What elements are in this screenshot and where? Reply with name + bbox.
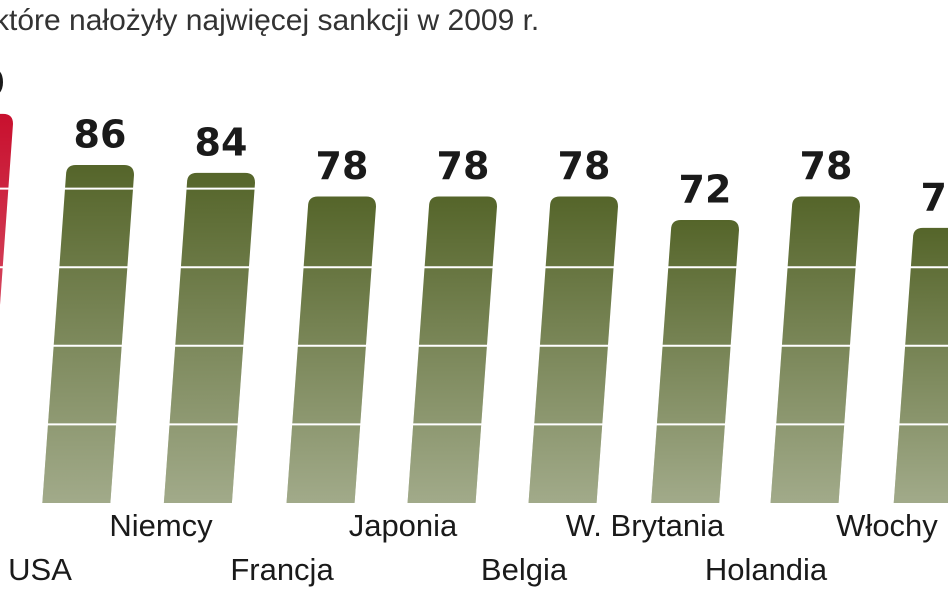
bar-shade	[407, 196, 497, 503]
value-label: 86	[74, 113, 127, 157]
value-label: 78	[558, 144, 611, 188]
x-tick-label: Belgia	[481, 552, 568, 587]
bar-shade	[893, 227, 948, 503]
value-label: 72	[679, 168, 732, 212]
bar-shade	[163, 172, 255, 503]
value-label: 78	[316, 144, 369, 188]
bar-shade	[286, 196, 376, 503]
labels: 99 86 USA 84 Niemcy 78 Francja 78 Japonia 78 Belgi…	[0, 61, 948, 587]
value-label: 78	[800, 144, 853, 188]
chart-title: które nałożyły najwięcej sankcji w 2009 …	[0, 4, 539, 37]
bar-shade	[0, 113, 13, 305]
x-tick-label: W. Brytania	[566, 508, 725, 543]
x-tick-label: Włochy	[836, 508, 938, 543]
value-label: 84	[195, 120, 248, 164]
value-label: 70	[921, 175, 948, 219]
bar-shade	[42, 165, 134, 503]
value-label: 78	[437, 144, 490, 188]
bars	[0, 113, 948, 504]
bar-shade	[528, 196, 618, 503]
bar-shade	[770, 196, 860, 503]
x-tick-label: Holandia	[705, 552, 828, 587]
grid	[0, 187, 948, 426]
x-tick-label: Francja	[230, 552, 334, 587]
value-label: 99	[0, 61, 5, 105]
x-tick-label: Japonia	[349, 508, 458, 543]
x-tick-label: Niemcy	[109, 508, 213, 543]
bar-shade	[651, 220, 739, 504]
x-tick-label: USA	[8, 552, 72, 587]
